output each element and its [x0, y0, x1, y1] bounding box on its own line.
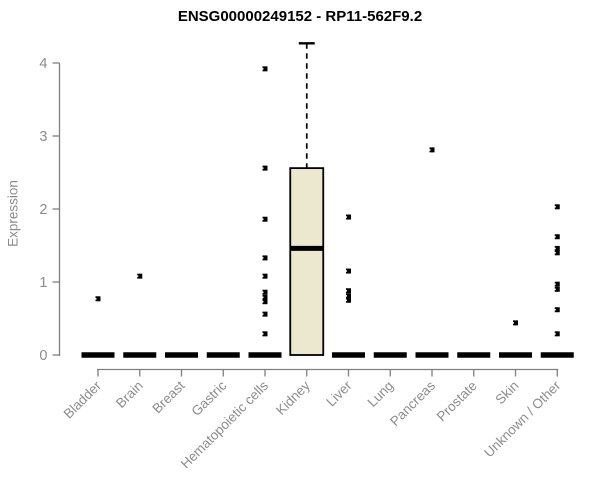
outlier-point-hematopoietic-cells [262, 165, 268, 171]
outlier-point-bladder [95, 296, 101, 302]
collapsed-box-prostate [457, 352, 491, 358]
outlier-point-unknown-other [554, 331, 560, 337]
x-tick-label: Brain [113, 378, 146, 411]
outlier-point-notch [261, 296, 264, 299]
x-tick-label: Breast [149, 378, 187, 416]
x-tick-label: Liver [323, 378, 355, 410]
outlier-point-notch [344, 216, 347, 218]
outlier-point-brain [137, 273, 143, 279]
outlier-point-notch [261, 68, 264, 70]
outlier-point-hematopoietic-cells [262, 311, 268, 317]
outlier-point-notch [553, 235, 556, 238]
outlier-point-notch [553, 288, 556, 291]
collapsed-box-gastric [206, 352, 240, 358]
y-axis-title: Expression [5, 180, 21, 247]
chart-title: ENSG00000249152 - RP11-562F9.2 [177, 8, 423, 25]
outlier-point-unknown-other [554, 204, 560, 210]
outlier-point-notch [553, 308, 556, 311]
outlier-point-liver [346, 297, 351, 303]
outlier-point-notch [261, 167, 264, 169]
x-tick-label: Gastric [189, 378, 230, 419]
outlier-point-hematopoietic-cells [262, 294, 268, 300]
y-tick-label: 4 [39, 56, 47, 72]
outlier-point-notch [344, 270, 347, 272]
outlier-point-notch [261, 257, 264, 259]
y-tick-label: 3 [39, 129, 47, 145]
collapsed-box-breast [165, 352, 198, 358]
outlier-point-notch [344, 290, 347, 292]
outlier-point-notch [553, 252, 556, 254]
outlier-point-notch [261, 218, 264, 220]
x-tick-label: Pancreas [387, 378, 438, 429]
outlier-point-liver [346, 293, 351, 299]
x-tick-label: Skin [492, 378, 521, 407]
outlier-point-notch [261, 291, 264, 293]
outlier-point-notch [553, 247, 556, 250]
outlier-point-unknown-other [554, 250, 560, 256]
outlier-point-notch [553, 206, 556, 208]
outlier-point-unknown-other [554, 281, 560, 287]
collapsed-box-bladder [81, 352, 115, 358]
outlier-point-skin [513, 320, 518, 326]
x-tick-label: Lung [365, 378, 397, 410]
outlier-point-notch [94, 298, 97, 300]
outlier-point-notch [261, 275, 264, 277]
outlier-point-unknown-other [554, 245, 560, 251]
outlier-point-notch [428, 149, 431, 151]
y-tick-label: 1 [39, 275, 47, 291]
outlier-point-notch [553, 283, 556, 285]
outlier-point-unknown-other [554, 286, 560, 292]
outlier-point-liver [346, 288, 351, 294]
outlier-point-liver [346, 214, 351, 220]
outlier-point-hematopoietic-cells [262, 289, 268, 295]
outlier-point-pancreas [429, 147, 435, 153]
outlier-point-notch [511, 322, 514, 324]
outlier-point-notch [344, 299, 347, 301]
x-tick-label: Kidney [273, 378, 313, 418]
outlier-point-unknown-other [554, 234, 560, 240]
y-tick-label: 0 [39, 348, 47, 364]
collapsed-box-liver [332, 352, 365, 358]
collapsed-box-pancreas [415, 352, 449, 358]
outlier-point-notch [261, 333, 264, 335]
x-tick-label: Bladder [61, 378, 105, 422]
outlier-point-hematopoietic-cells [262, 273, 268, 279]
outlier-point-liver [346, 268, 351, 274]
outlier-point-hematopoietic-cells [262, 66, 268, 72]
x-tick-label: Unknown / Other [481, 378, 564, 461]
collapsed-box-skin [499, 352, 532, 358]
outlier-point-hematopoietic-cells [262, 255, 268, 261]
outlier-point-notch [344, 295, 347, 297]
outlier-point-notch [553, 333, 556, 335]
outlier-point-hematopoietic-cells [262, 299, 268, 305]
outlier-point-hematopoietic-cells [262, 331, 268, 337]
outlier-point-notch [261, 300, 264, 303]
outlier-point-unknown-other [554, 307, 560, 313]
y-tick-label: 2 [39, 202, 47, 218]
collapsed-box-lung [373, 352, 407, 358]
outlier-point-notch [135, 275, 139, 277]
outlier-point-notch [261, 313, 264, 315]
collapsed-box-unknown-other [540, 352, 574, 358]
box-kidney [289, 167, 325, 356]
outlier-point-hematopoietic-cells [262, 216, 268, 222]
x-tick-label: Prostate [434, 378, 480, 424]
collapsed-box-hematopoietic-cells [248, 352, 282, 358]
collapsed-box-brain [123, 352, 157, 358]
